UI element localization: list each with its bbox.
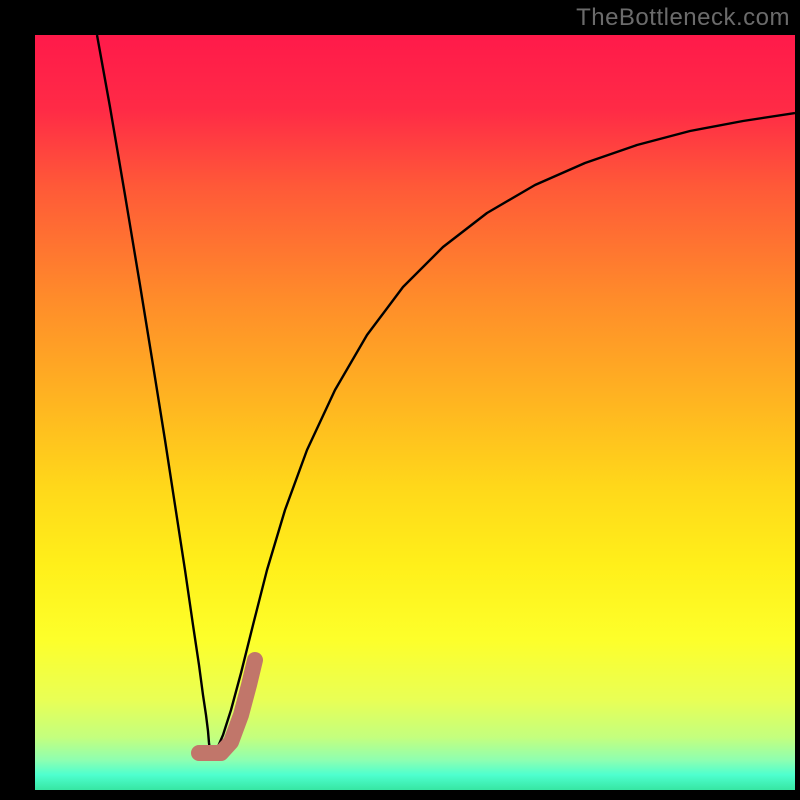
chart-gradient-background <box>35 35 795 790</box>
attribution-text: TheBottleneck.com <box>576 4 790 32</box>
chart-plot-area <box>35 35 795 790</box>
